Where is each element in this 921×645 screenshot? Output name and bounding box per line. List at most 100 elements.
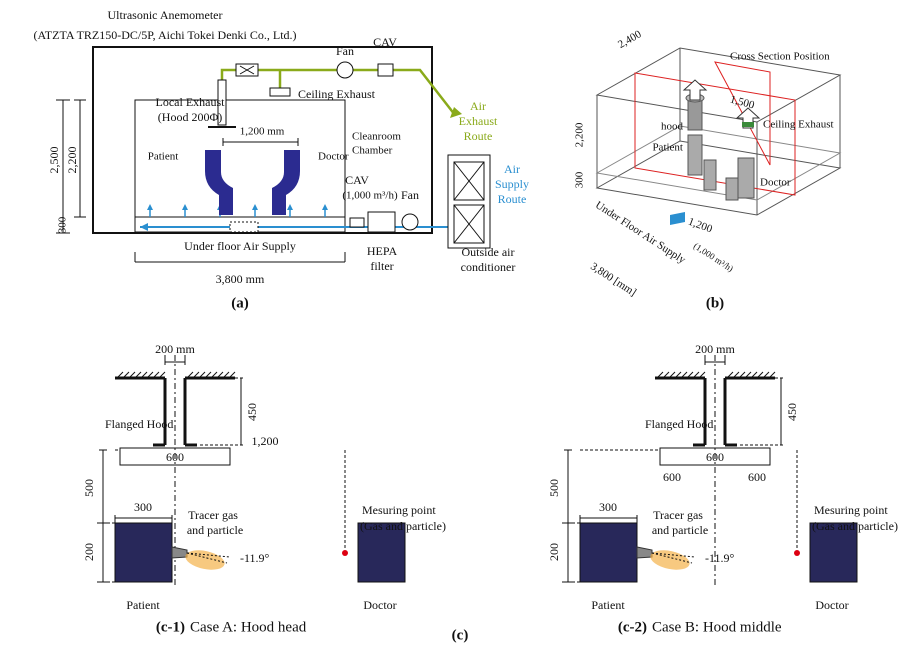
label: 2,500 xyxy=(47,147,61,174)
line xyxy=(212,372,217,377)
label: filter xyxy=(370,259,393,273)
label: 300 xyxy=(574,171,586,188)
box xyxy=(688,135,702,175)
plume xyxy=(184,547,227,573)
label: CAV xyxy=(345,173,369,187)
label: (Hood 200Φ) xyxy=(158,110,222,124)
label: Mesuring point xyxy=(362,503,436,517)
label: (a) xyxy=(231,295,249,311)
label: Under floor Air Supply xyxy=(184,239,296,253)
label: Air xyxy=(470,99,486,113)
label: Patient xyxy=(126,598,160,612)
label: 1,200 xyxy=(686,216,714,236)
line xyxy=(770,372,775,377)
label: Patient xyxy=(148,151,179,163)
label: Ceiling Exhaust xyxy=(298,87,376,101)
label: 1,200 mm xyxy=(240,126,285,138)
line xyxy=(188,372,193,377)
supply-arrow xyxy=(287,204,293,210)
line xyxy=(752,372,757,377)
label: Cross Section Position xyxy=(730,51,830,63)
label: (Gas and particle) xyxy=(812,519,898,533)
measuring-point xyxy=(794,550,800,556)
line xyxy=(142,372,147,377)
label: 450 xyxy=(785,403,799,421)
supply-arrow xyxy=(252,204,258,210)
label: (c) xyxy=(452,627,469,643)
box xyxy=(230,222,258,232)
label: 1,200 xyxy=(252,434,279,448)
line xyxy=(746,372,751,377)
label: 500 xyxy=(82,479,96,497)
label: 200 mm xyxy=(155,342,195,356)
line xyxy=(160,372,165,377)
label: (c-2) xyxy=(618,619,647,635)
label: Outside air xyxy=(462,245,515,259)
label: 200 xyxy=(547,543,561,561)
line xyxy=(764,372,769,377)
label: Supply xyxy=(495,177,529,191)
line xyxy=(148,372,153,377)
label: (Gas and particle) xyxy=(360,519,446,533)
box xyxy=(704,160,716,190)
label: Fan xyxy=(401,188,419,202)
fan xyxy=(402,214,418,230)
supply-inlet xyxy=(670,212,685,225)
label: 600 xyxy=(706,450,724,464)
nozzle xyxy=(172,547,187,558)
label: Ultrasonic Anemometer xyxy=(108,8,223,22)
label: 600 xyxy=(166,450,184,464)
label: Doctor xyxy=(363,598,396,612)
label: Exhaust xyxy=(459,114,498,128)
label: Fan xyxy=(336,44,354,58)
label: 2,200 xyxy=(65,147,79,174)
line xyxy=(740,372,745,377)
label: 300 xyxy=(57,216,69,233)
label: -11.9° xyxy=(705,551,735,565)
line xyxy=(734,372,739,377)
label: 2,400 xyxy=(616,28,644,51)
label: Under Floor Air Supply xyxy=(593,199,688,266)
label: Mesuring point xyxy=(814,503,888,517)
label: 500 xyxy=(547,479,561,497)
label: Ceiling Exhaust xyxy=(763,119,834,131)
label: HEPA xyxy=(367,244,398,258)
label: Air xyxy=(504,162,520,176)
plume xyxy=(649,547,692,573)
label: conditioner xyxy=(461,260,516,274)
line xyxy=(200,372,205,377)
supply-arrow xyxy=(147,204,153,210)
label: Patient xyxy=(591,598,625,612)
box xyxy=(580,523,637,582)
label: 3,800 [mm] xyxy=(588,260,638,298)
line xyxy=(118,372,123,377)
line xyxy=(130,372,135,377)
line xyxy=(136,372,141,377)
label: and particle xyxy=(187,523,243,537)
label: 200 xyxy=(82,543,96,561)
label: Local Exhaust xyxy=(156,95,226,109)
label: Patient xyxy=(652,142,683,154)
label: -11.9° xyxy=(240,551,270,565)
line xyxy=(676,372,681,377)
line xyxy=(758,372,763,377)
label: hood xyxy=(661,121,684,133)
box xyxy=(368,212,395,232)
label: Doctor xyxy=(318,151,349,163)
label: (c-1) xyxy=(156,619,185,635)
label: 200 mm xyxy=(695,342,735,356)
label: Cleanroom xyxy=(352,131,401,143)
label: 600 xyxy=(663,470,681,484)
nozzle xyxy=(637,547,652,558)
label: Route xyxy=(498,192,527,206)
line xyxy=(218,372,223,377)
fan xyxy=(337,62,353,78)
label: Doctor xyxy=(760,177,791,189)
box xyxy=(270,88,290,96)
label: Case B: Hood middle xyxy=(652,619,782,635)
label: 1,500 xyxy=(729,94,756,112)
label: and particle xyxy=(652,523,708,537)
label: Flanged Hood xyxy=(105,417,173,431)
line xyxy=(124,372,129,377)
label: (ATZTA TRZ150-DC/5P, Aichi Tokei Denki C… xyxy=(33,28,296,42)
